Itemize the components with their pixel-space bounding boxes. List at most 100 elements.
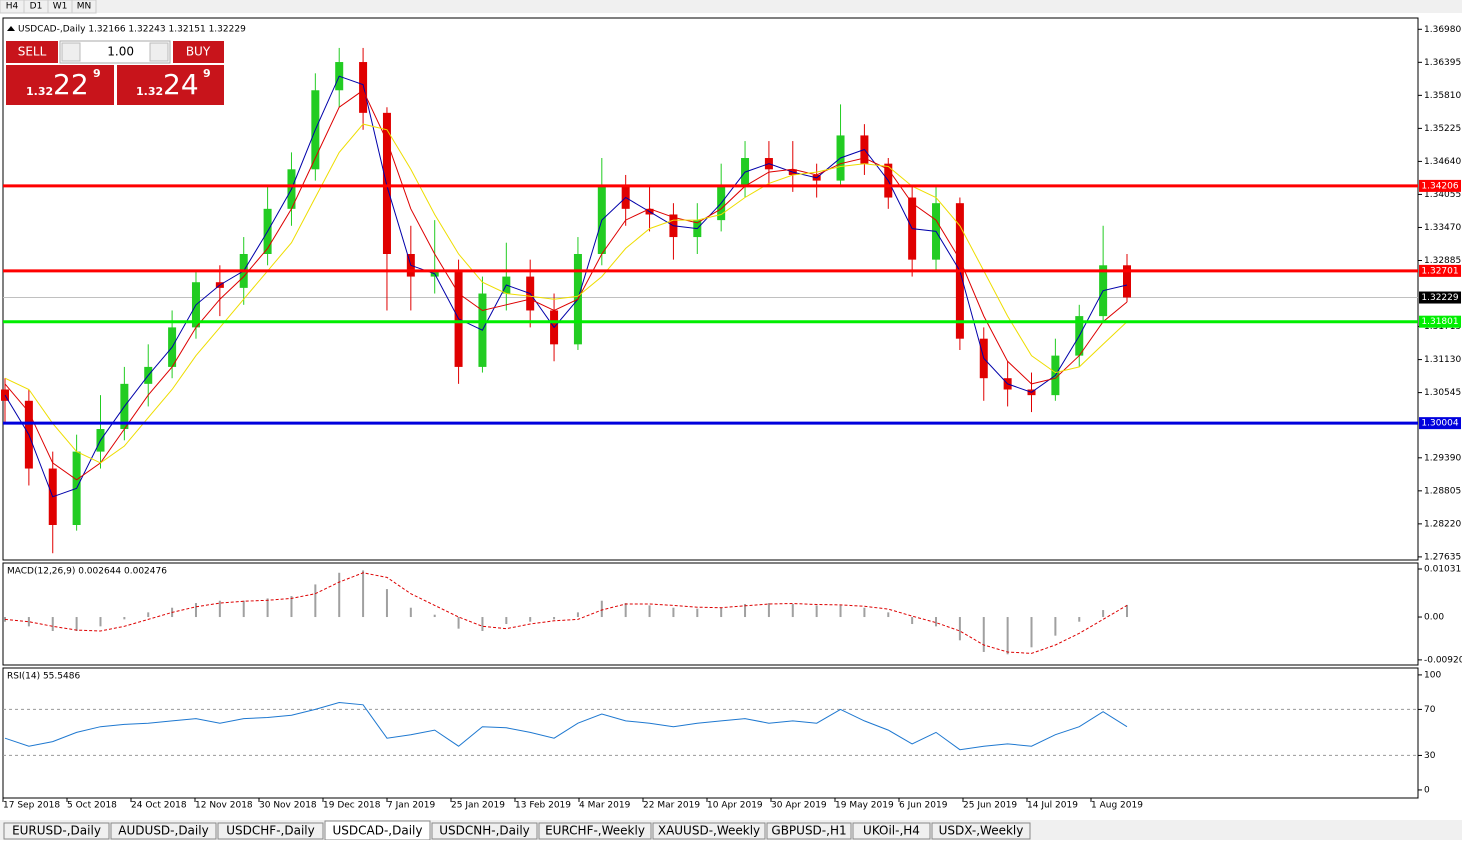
macd-bar [600, 600, 603, 618]
lot-down[interactable] [61, 42, 81, 62]
x-tick-label: 25 Jan 2019 [451, 801, 505, 811]
y-tick-label: 1.35810 [1424, 91, 1461, 101]
x-tick-label: 13 Feb 2019 [515, 801, 571, 811]
buy-button[interactable] [173, 41, 224, 63]
macd-bar [123, 617, 126, 620]
symbol-tab[interactable] [538, 822, 652, 840]
macd-bar [99, 617, 102, 627]
sell-button[interactable] [6, 41, 58, 63]
current-price-box [1419, 291, 1461, 304]
sell-price[interactable] [6, 65, 114, 105]
lot-value[interactable]: 1.00 [107, 45, 134, 59]
symbol-tab[interactable] [3, 822, 110, 840]
macd-bar [887, 612, 890, 618]
macd-bar [529, 617, 532, 622]
collapse-icon[interactable] [7, 26, 15, 31]
macd-bar [27, 617, 30, 627]
lot-up[interactable] [149, 42, 169, 62]
y-tick-label: 1.36395 [1424, 58, 1461, 68]
x-tick-label: 4 Mar 2019 [579, 801, 631, 811]
macd-bar [242, 600, 245, 618]
timeframe-label[interactable]: H4 [6, 2, 19, 12]
moving-average [4, 75, 1128, 498]
timeframe-tab[interactable] [71, 0, 97, 14]
x-tick-label: 19 May 2019 [835, 801, 894, 811]
y-tick-label: 0 [1424, 785, 1430, 795]
y-tick-label: 30 [1424, 751, 1436, 761]
lot-input[interactable] [59, 40, 171, 64]
level-label: 1.30004 [1421, 419, 1458, 429]
symbol-tab[interactable] [931, 822, 1031, 840]
y-tick-label: 1.33470 [1424, 223, 1461, 233]
symbol-tab[interactable] [652, 822, 766, 840]
macd-signal [4, 572, 1128, 654]
macd-bar [51, 617, 54, 631]
symbol-tab-label[interactable]: USDCAD-,Daily [333, 824, 423, 838]
symbol-tab-label[interactable]: EURCHF-,Weekly [545, 824, 645, 838]
x-tick-label: 5 Oct 2018 [67, 801, 117, 811]
macd-panel [2, 562, 1419, 666]
x-tick-label: 12 Nov 2018 [195, 801, 253, 811]
level-label: 1.34206 [1421, 181, 1458, 191]
timeframe-label[interactable]: MN [77, 2, 92, 12]
y-tick-label: 0.00 [1424, 613, 1444, 623]
y-tick-label: 1.32885 [1424, 256, 1461, 266]
symbol-tab-label[interactable]: USDCHF-,Daily [226, 824, 314, 838]
macd-title: MACD(12,26,9) 0.002644 0.002476 [7, 567, 167, 577]
trade-panel: SELL 1.00 BUY 1.32 22 9 1.32 24 9 [6, 40, 224, 105]
macd-bar [744, 603, 747, 618]
macd-bar [481, 617, 484, 631]
x-tick-label: 14 Jul 2019 [1027, 801, 1078, 811]
macd-bar [1006, 617, 1009, 655]
symbol-tab[interactable] [431, 822, 538, 840]
candle-body [382, 112, 391, 254]
y-tick-label: 1.28805 [1424, 486, 1461, 496]
x-tick-label: 22 Mar 2019 [643, 801, 700, 811]
macd-bar [911, 617, 914, 625]
symbol-tab-label[interactable]: AUDUSD-,Daily [118, 824, 208, 838]
current-price-label: 1.32229 [1421, 293, 1458, 303]
macd-bar [75, 617, 78, 631]
level-label-box [1419, 264, 1461, 277]
chart-title: USDCAD-,Daily 1.32166 1.32243 1.32151 1.… [18, 25, 246, 35]
x-tick-label: 10 Apr 2019 [707, 801, 763, 811]
macd-bar [1030, 617, 1033, 648]
moving-average [4, 89, 1128, 481]
symbol-tab-label[interactable]: USDX-,Weekly [939, 824, 1024, 838]
symbol-tab[interactable] [217, 822, 324, 840]
candle-body [359, 62, 368, 113]
timeframe-label[interactable]: W1 [53, 2, 68, 12]
symbol-tab-label[interactable]: GBPUSD-,H1 [771, 824, 846, 838]
sell-frac: 9 [93, 67, 101, 80]
macd-bar [505, 617, 508, 625]
macd-bar [624, 603, 627, 618]
macd-bar [338, 572, 341, 618]
macd-bar [409, 607, 412, 618]
y-tick-label: 1.27635 [1424, 552, 1461, 562]
y-tick-label: 1.36980 [1424, 25, 1461, 35]
x-tick-label: 1 Aug 2019 [1091, 801, 1143, 811]
macd-bar [720, 607, 723, 618]
y-tick-label: 1.28220 [1424, 519, 1461, 529]
symbol-tab-label[interactable]: UKOil-,H4 [863, 824, 920, 838]
y-tick-label: 1.30545 [1424, 388, 1461, 398]
sell-label[interactable]: SELL [18, 45, 47, 59]
symbol-tab-label[interactable]: USDCNH-,Daily [439, 824, 530, 838]
x-tick-label: 30 Apr 2019 [771, 801, 827, 811]
macd-bar [767, 603, 770, 618]
timeframe-label[interactable]: D1 [30, 2, 43, 12]
macd-bar [648, 605, 651, 618]
symbol-tab[interactable] [852, 822, 931, 840]
symbol-tab-label[interactable]: XAUUSD-,Weekly [658, 824, 760, 838]
symbol-tab[interactable] [110, 822, 217, 840]
buy-label[interactable]: BUY [186, 45, 211, 59]
candle-body [1123, 265, 1131, 298]
x-tick-label: 25 Jun 2019 [963, 801, 1017, 811]
rsi-panel [2, 667, 1419, 799]
macd-bar [4, 617, 6, 622]
buy-price[interactable] [117, 65, 224, 105]
x-tick-label: 24 Oct 2018 [131, 801, 187, 811]
symbol-tab[interactable] [766, 822, 852, 840]
rsi-title: RSI(14) 55.5486 [7, 672, 80, 682]
symbol-tab-label[interactable]: EURUSD-,Daily [12, 824, 101, 838]
